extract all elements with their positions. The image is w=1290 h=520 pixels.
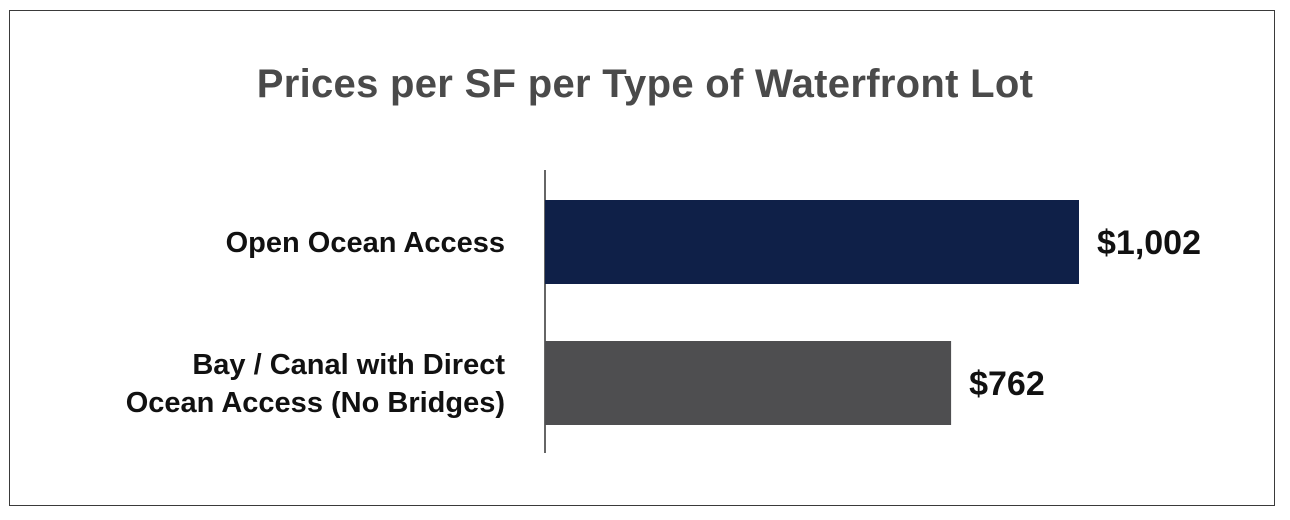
bar-1 xyxy=(545,341,952,425)
value-label-1: $762 xyxy=(969,365,1045,403)
category-label-1-line-0: Bay / Canal with Direct xyxy=(192,349,505,381)
chart-title: Prices per SF per Type of Waterfront Lot xyxy=(256,62,1034,106)
category-label-0-line-0: Open Ocean Access xyxy=(226,227,505,259)
value-label-0: $1,002 xyxy=(1097,224,1201,262)
category-label-1-line-1: Ocean Access (No Bridges) xyxy=(126,387,505,419)
bar-0 xyxy=(545,200,1079,284)
